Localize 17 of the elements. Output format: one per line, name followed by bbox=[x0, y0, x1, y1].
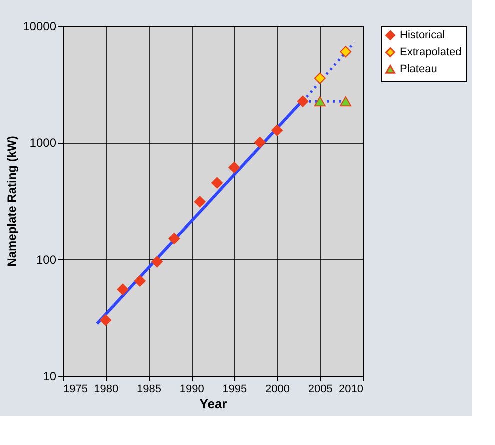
x-tick-label: 2000 bbox=[266, 384, 290, 396]
y-tick-label: 10 bbox=[43, 370, 57, 384]
x-tick-label: 1980 bbox=[94, 384, 119, 396]
legend-label: Extrapolated bbox=[400, 46, 462, 58]
y-tick-label: 1000 bbox=[30, 136, 57, 150]
x-tick-label: 2010 bbox=[339, 384, 364, 396]
x-tick-label: 1985 bbox=[136, 384, 162, 396]
y-tick-label: 10000 bbox=[23, 20, 57, 34]
x-axis-title: Year bbox=[200, 396, 228, 412]
legend-label: Historical bbox=[400, 30, 446, 42]
x-tick-label: 1975 bbox=[64, 384, 88, 396]
x-tick-label: 1995 bbox=[222, 384, 248, 396]
x-tick-label: 1990 bbox=[180, 384, 204, 396]
x-tick-label: 2005 bbox=[308, 384, 333, 396]
y-tick-label: 100 bbox=[36, 252, 57, 267]
y-axis-title: Nameplate Rating (kW) bbox=[5, 136, 20, 267]
legend-label: Plateau bbox=[400, 64, 438, 76]
